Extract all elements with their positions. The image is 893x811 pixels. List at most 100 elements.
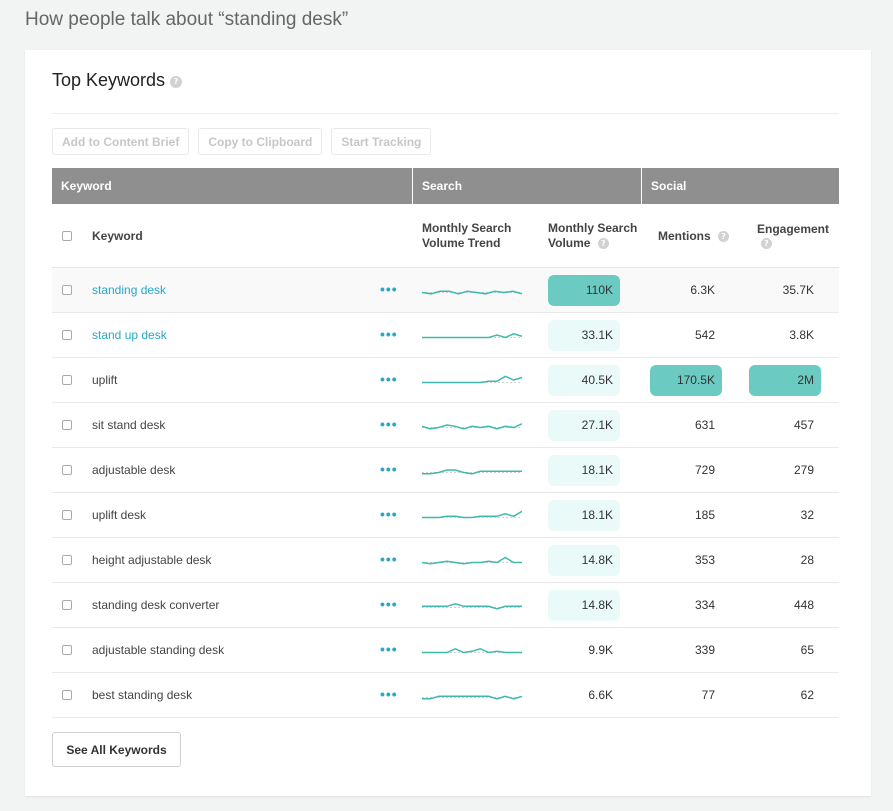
table-row[interactable]: standing desk converter ••• 14.8K 334 448 <box>52 583 839 628</box>
mentions-value: 77 <box>701 687 715 702</box>
trend-sparkline <box>422 328 548 342</box>
keyword-text: best standing desk <box>92 688 193 702</box>
row-checkbox[interactable] <box>62 420 72 430</box>
trend-sparkline <box>422 418 548 432</box>
table-row[interactable]: standing desk ••• 110K 6.3K 35.7K <box>52 268 839 313</box>
search-volume: 18.1K <box>548 454 620 486</box>
sparkline-line <box>422 423 522 430</box>
search-volume: 110K <box>548 274 620 306</box>
keywords-table: Keyword Search Social Keyword Monthly Se… <box>52 168 839 718</box>
search-volume: 6.6K <box>588 687 613 702</box>
table-row[interactable]: uplift ••• 40.5K 170.5K 2M <box>52 358 839 403</box>
select-all-checkbox[interactable] <box>62 230 72 241</box>
keyword-text: adjustable desk <box>92 463 176 477</box>
card-title-text: Top Keywords <box>52 70 166 90</box>
row-checkbox[interactable] <box>62 285 72 295</box>
engagement-value: 65 <box>800 642 814 657</box>
engagement-value: 3.8K <box>789 327 814 342</box>
keyword-text: adjustable standing desk <box>92 643 225 657</box>
trend-sparkline <box>422 643 548 657</box>
group-search: Search <box>413 168 642 204</box>
keyword-link[interactable]: standing desk <box>92 283 167 297</box>
trend-sparkline <box>422 553 548 567</box>
row-checkbox[interactable] <box>62 375 72 385</box>
group-header: Keyword Search Social <box>52 168 839 204</box>
table-row[interactable]: best standing desk ••• 6.6K 77 62 <box>52 673 839 718</box>
question-icon[interactable]: ? <box>718 230 730 242</box>
table-row[interactable]: sit stand desk ••• 27.1K 631 457 <box>52 403 839 448</box>
engagement-value: 279 <box>793 462 814 477</box>
search-volume: 40.5K <box>548 364 620 396</box>
engagement-value: 457 <box>793 417 814 432</box>
sparkline-line <box>422 510 522 519</box>
mentions-value: 6.3K <box>690 282 715 297</box>
more-options-icon[interactable]: ••• <box>380 461 398 477</box>
add-to-content-brief-button[interactable]: Add to Content Brief <box>52 128 190 155</box>
more-options-icon[interactable]: ••• <box>380 596 398 612</box>
row-checkbox[interactable] <box>62 330 72 340</box>
table-row[interactable]: adjustable desk ••• 18.1K 729 279 <box>52 448 839 493</box>
table-row[interactable]: adjustable standing desk ••• 9.9K 339 65 <box>52 628 839 673</box>
table-row[interactable]: stand up desk ••• 33.1K 542 3.8K <box>52 313 839 358</box>
row-checkbox[interactable] <box>62 465 72 475</box>
table-row[interactable]: uplift desk ••• 18.1K 185 32 <box>52 493 839 538</box>
sparkline-svg <box>422 647 522 654</box>
mentions-value: 339 <box>694 642 715 657</box>
trend-sparkline <box>422 598 548 612</box>
keyword-text: height adjustable desk <box>92 553 212 567</box>
keyword-text: uplift desk <box>92 508 147 522</box>
question-icon[interactable]: ? <box>761 237 772 249</box>
col-keyword[interactable]: Keyword <box>92 228 143 243</box>
more-options-icon[interactable]: ••• <box>380 506 398 522</box>
sparkline-svg <box>422 333 522 339</box>
engagement-value: 35.7K <box>782 282 814 297</box>
search-volume: 9.9K <box>588 642 613 657</box>
column-header: Keyword Monthly Search Volume Trend Mont… <box>52 204 839 268</box>
sparkline-svg <box>422 603 522 610</box>
keyword-text: standing desk converter <box>92 598 220 612</box>
sparkline-line <box>422 556 522 565</box>
card-title: Top Keywords ? <box>52 70 183 91</box>
page-title: How people talk about “standing desk” <box>25 9 349 30</box>
sparkline-svg <box>422 695 522 700</box>
row-checkbox[interactable] <box>62 555 72 565</box>
more-options-icon[interactable]: ••• <box>380 371 398 387</box>
search-volume: 14.8K <box>548 589 620 621</box>
more-options-icon[interactable]: ••• <box>380 326 398 342</box>
question-icon[interactable]: ? <box>170 76 183 88</box>
more-options-icon[interactable]: ••• <box>380 686 398 702</box>
col-mentions[interactable]: Mentions ? <box>650 229 749 243</box>
search-volume: 27.1K <box>548 409 620 441</box>
divider <box>52 113 839 114</box>
trend-sparkline <box>422 463 548 477</box>
sparkline-line <box>422 290 522 295</box>
toolbar: Add to Content Brief Copy to Clipboard S… <box>52 128 432 155</box>
row-checkbox[interactable] <box>62 645 72 655</box>
more-options-icon[interactable]: ••• <box>380 551 398 567</box>
trend-sparkline <box>422 373 548 387</box>
group-social: Social <box>651 179 687 193</box>
col-engagement[interactable]: Engagement ? <box>749 222 839 250</box>
table-row[interactable]: height adjustable desk ••• 14.8K 353 28 <box>52 538 839 583</box>
top-keywords-card: Top Keywords ? Add to Content Brief Copy… <box>25 50 871 796</box>
row-checkbox[interactable] <box>62 510 72 520</box>
sparkline-svg <box>422 469 522 475</box>
col-engagement-label: Engagement <box>757 221 830 236</box>
col-mentions-label: Mentions <box>658 228 711 243</box>
col-volume[interactable]: Monthly Search Volume ? <box>548 221 650 251</box>
more-options-icon[interactable]: ••• <box>380 281 398 297</box>
row-checkbox[interactable] <box>62 600 72 610</box>
more-options-icon[interactable]: ••• <box>380 416 398 432</box>
more-options-icon[interactable]: ••• <box>380 641 398 657</box>
sparkline-line <box>422 375 522 384</box>
row-checkbox[interactable] <box>62 690 72 700</box>
keyword-text: uplift <box>92 373 118 387</box>
mentions-value: 631 <box>694 417 715 432</box>
trend-sparkline <box>422 283 548 297</box>
keyword-link[interactable]: stand up desk <box>92 328 167 342</box>
question-icon[interactable]: ? <box>597 237 609 249</box>
copy-to-clipboard-button[interactable]: Copy to Clipboard <box>198 128 323 155</box>
start-tracking-button[interactable]: Start Tracking <box>331 128 432 155</box>
see-all-keywords-button[interactable]: See All Keywords <box>52 732 181 767</box>
trend-sparkline <box>422 688 548 702</box>
